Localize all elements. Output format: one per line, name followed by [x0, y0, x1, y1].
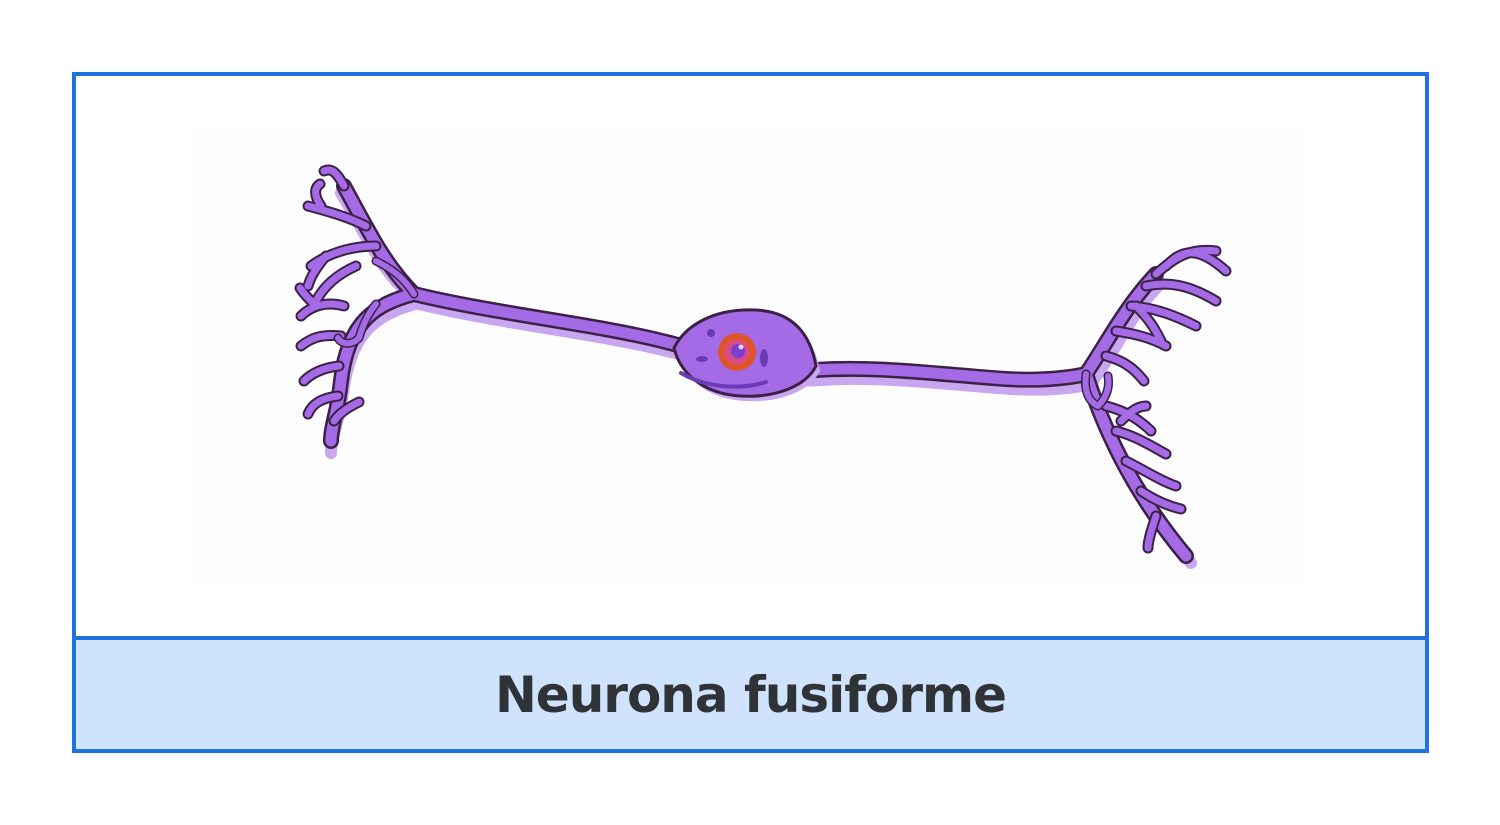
- right-dendrites: [1081, 244, 1232, 554]
- figure-card: Neurona fusiforme: [72, 72, 1429, 753]
- caption-bar: Neurona fusiforme: [76, 636, 1425, 749]
- left-dendrites: [294, 164, 419, 427]
- neuron-illustration: [76, 76, 1425, 636]
- figure-caption: Neurona fusiforme: [494, 665, 1007, 724]
- fusiform-neuron-drawing: [194, 126, 1304, 586]
- nucleus: [718, 333, 756, 371]
